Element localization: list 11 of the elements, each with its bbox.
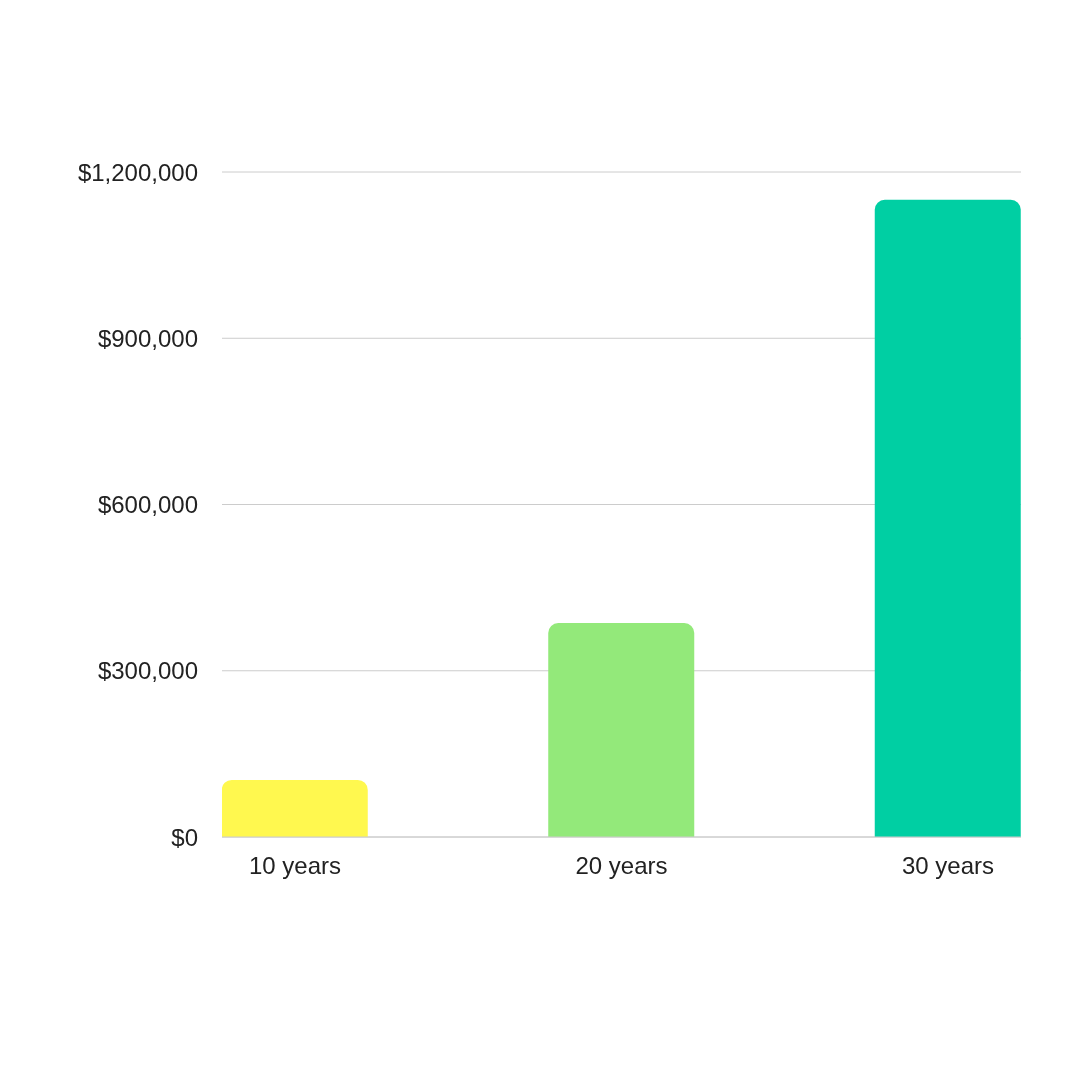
x-tick-label: 10 years bbox=[248, 852, 342, 880]
y-tick-label: $600,000 bbox=[97, 491, 198, 519]
bar bbox=[548, 623, 695, 837]
y-tick-label: $1,200,000 bbox=[77, 158, 198, 186]
bar bbox=[874, 199, 1021, 837]
y-tick-label: $300,000 bbox=[97, 657, 198, 685]
x-tick-label: 20 years bbox=[575, 852, 668, 880]
x-tick-label: 30 years bbox=[901, 852, 995, 880]
bar bbox=[222, 779, 368, 837]
y-tick-label: $900,000 bbox=[97, 324, 198, 352]
y-tick-label: $0 bbox=[171, 823, 198, 851]
